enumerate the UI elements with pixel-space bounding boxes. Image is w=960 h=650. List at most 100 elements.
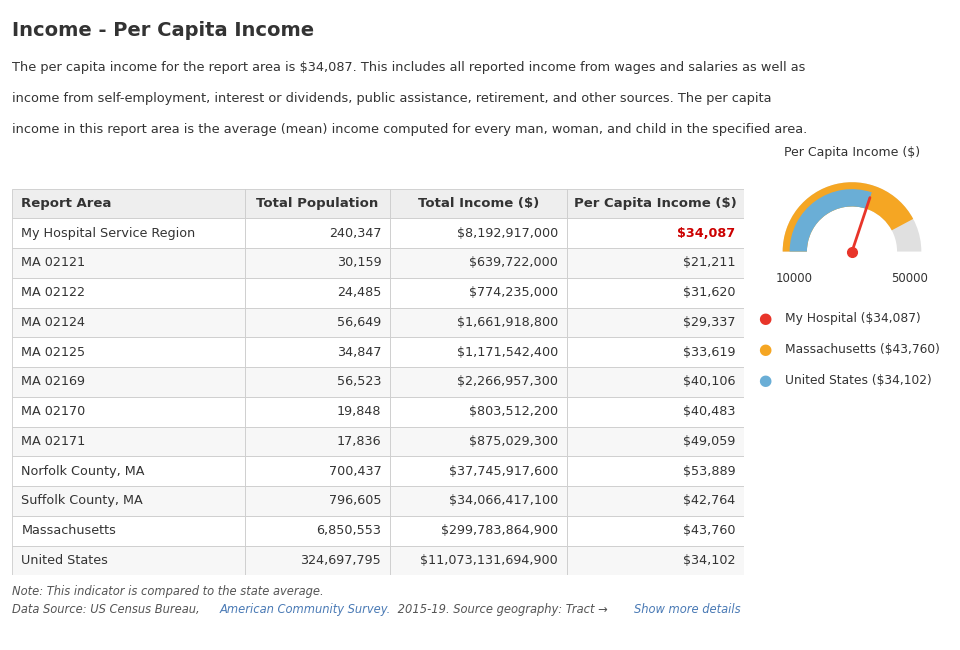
Text: $1,661,918,800: $1,661,918,800: [457, 316, 559, 329]
Text: ●: ●: [758, 373, 772, 389]
FancyBboxPatch shape: [245, 188, 390, 218]
Text: MA 02169: MA 02169: [21, 376, 85, 389]
Text: $43,760: $43,760: [683, 524, 735, 537]
Text: Report Area: Report Area: [21, 197, 111, 210]
Wedge shape: [782, 182, 913, 252]
FancyBboxPatch shape: [567, 307, 744, 337]
Text: $42,764: $42,764: [683, 495, 735, 508]
Text: 24,485: 24,485: [337, 286, 381, 299]
FancyBboxPatch shape: [12, 248, 245, 278]
Text: $299,783,864,900: $299,783,864,900: [441, 524, 559, 537]
Text: 17,836: 17,836: [337, 435, 381, 448]
Text: 2015-19. Source geography: Tract →: 2015-19. Source geography: Tract →: [394, 603, 611, 616]
FancyBboxPatch shape: [245, 337, 390, 367]
Text: 10000: 10000: [776, 272, 813, 285]
Text: 6,850,553: 6,850,553: [316, 524, 381, 537]
FancyBboxPatch shape: [567, 278, 744, 307]
Text: 30,159: 30,159: [337, 256, 381, 269]
Text: 34,847: 34,847: [337, 346, 381, 359]
Text: income from self-employment, interest or dividends, public assistance, retiremen: income from self-employment, interest or…: [12, 92, 772, 105]
FancyBboxPatch shape: [245, 307, 390, 337]
Text: Norfolk County, MA: Norfolk County, MA: [21, 465, 145, 478]
FancyBboxPatch shape: [390, 456, 567, 486]
FancyBboxPatch shape: [390, 307, 567, 337]
Text: $774,235,000: $774,235,000: [469, 286, 559, 299]
Text: Massachusetts: Massachusetts: [21, 524, 116, 537]
FancyBboxPatch shape: [245, 456, 390, 486]
Text: $34,102: $34,102: [683, 554, 735, 567]
FancyBboxPatch shape: [567, 396, 744, 426]
FancyBboxPatch shape: [12, 515, 245, 545]
Text: MA 02170: MA 02170: [21, 405, 85, 418]
Text: $21,211: $21,211: [683, 256, 735, 269]
Text: $53,889: $53,889: [683, 465, 735, 478]
FancyBboxPatch shape: [567, 426, 744, 456]
Text: 240,347: 240,347: [328, 227, 381, 240]
Text: 56,523: 56,523: [337, 376, 381, 389]
FancyBboxPatch shape: [245, 426, 390, 456]
FancyBboxPatch shape: [390, 188, 567, 218]
Text: $33,619: $33,619: [683, 346, 735, 359]
Text: ●: ●: [758, 342, 772, 358]
FancyBboxPatch shape: [245, 248, 390, 278]
FancyBboxPatch shape: [245, 367, 390, 396]
Text: Note: This indicator is compared to the state average.: Note: This indicator is compared to the …: [12, 585, 324, 598]
FancyBboxPatch shape: [12, 218, 245, 248]
Text: Total Income ($): Total Income ($): [418, 197, 540, 210]
FancyBboxPatch shape: [12, 396, 245, 426]
FancyBboxPatch shape: [390, 396, 567, 426]
FancyBboxPatch shape: [390, 367, 567, 396]
FancyBboxPatch shape: [567, 545, 744, 575]
FancyBboxPatch shape: [12, 307, 245, 337]
Text: The per capita income for the report area is $34,087. This includes all reported: The per capita income for the report are…: [12, 61, 805, 74]
FancyBboxPatch shape: [390, 545, 567, 575]
FancyBboxPatch shape: [567, 337, 744, 367]
Text: $639,722,000: $639,722,000: [469, 256, 559, 269]
Text: Total Population: Total Population: [256, 197, 378, 210]
Text: 700,437: 700,437: [328, 465, 381, 478]
Text: $11,073,131,694,900: $11,073,131,694,900: [420, 554, 559, 567]
FancyBboxPatch shape: [245, 218, 390, 248]
Text: Per Capita Income ($): Per Capita Income ($): [784, 146, 920, 159]
Text: My Hospital Service Region: My Hospital Service Region: [21, 227, 196, 240]
FancyBboxPatch shape: [12, 486, 245, 515]
Text: American Community Survey.: American Community Survey.: [220, 603, 391, 616]
Text: My Hospital ($34,087): My Hospital ($34,087): [785, 312, 921, 325]
Text: United States: United States: [21, 554, 108, 567]
Text: MA 02121: MA 02121: [21, 256, 85, 269]
Wedge shape: [790, 189, 872, 252]
FancyBboxPatch shape: [567, 456, 744, 486]
FancyBboxPatch shape: [567, 515, 744, 545]
Text: $34,066,417,100: $34,066,417,100: [449, 495, 559, 508]
Text: $1,171,542,400: $1,171,542,400: [457, 346, 559, 359]
Text: $40,483: $40,483: [683, 405, 735, 418]
Text: $803,512,200: $803,512,200: [469, 405, 559, 418]
Text: $29,337: $29,337: [683, 316, 735, 329]
FancyBboxPatch shape: [12, 426, 245, 456]
Text: income in this report area is the average (mean) income computed for every man, : income in this report area is the averag…: [12, 124, 807, 136]
Text: 56,649: 56,649: [337, 316, 381, 329]
Text: $875,029,300: $875,029,300: [469, 435, 559, 448]
FancyBboxPatch shape: [567, 218, 744, 248]
Text: MA 02122: MA 02122: [21, 286, 85, 299]
Text: 50000: 50000: [892, 272, 928, 285]
Text: Per Capita Income ($): Per Capita Income ($): [574, 197, 737, 210]
FancyBboxPatch shape: [245, 515, 390, 545]
Text: MA 02171: MA 02171: [21, 435, 85, 448]
FancyBboxPatch shape: [567, 188, 744, 218]
Text: Massachusetts ($43,760): Massachusetts ($43,760): [785, 343, 940, 356]
Wedge shape: [782, 182, 922, 252]
FancyBboxPatch shape: [12, 367, 245, 396]
Text: 324,697,795: 324,697,795: [300, 554, 381, 567]
Text: Income - Per Capita Income: Income - Per Capita Income: [12, 21, 315, 40]
Text: Data Source: US Census Bureau,: Data Source: US Census Bureau,: [12, 603, 204, 616]
FancyBboxPatch shape: [245, 396, 390, 426]
Text: MA 02125: MA 02125: [21, 346, 85, 359]
FancyBboxPatch shape: [12, 278, 245, 307]
FancyBboxPatch shape: [390, 278, 567, 307]
FancyBboxPatch shape: [390, 218, 567, 248]
Text: $8,192,917,000: $8,192,917,000: [457, 227, 559, 240]
FancyBboxPatch shape: [12, 337, 245, 367]
Text: Suffolk County, MA: Suffolk County, MA: [21, 495, 143, 508]
Text: 796,605: 796,605: [328, 495, 381, 508]
